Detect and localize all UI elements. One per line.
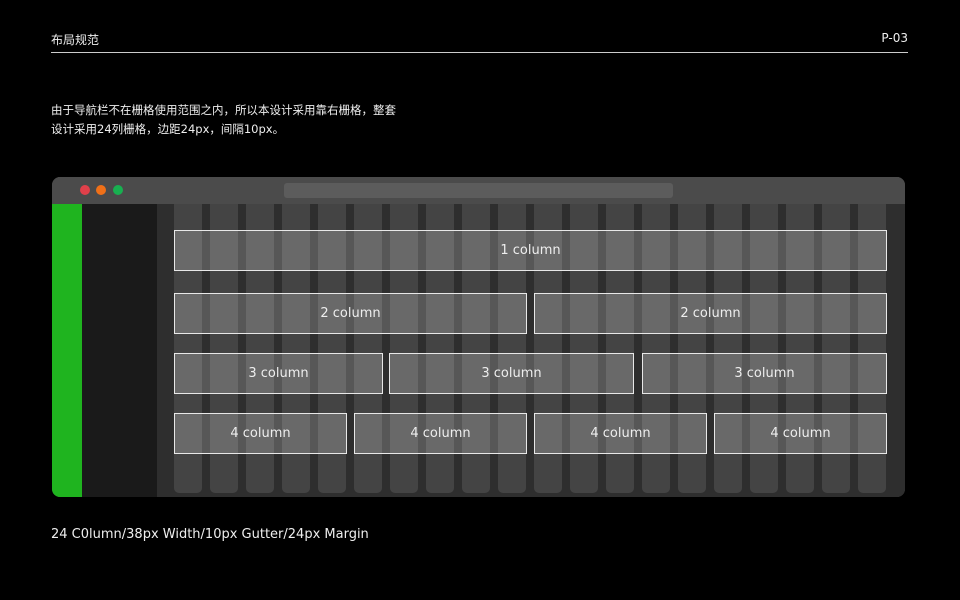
column-box-4: 4 column <box>714 413 887 454</box>
address-bar <box>284 183 673 198</box>
sidebar <box>82 204 157 497</box>
column-box-3: 3 column <box>174 353 383 394</box>
page-number: P-03 <box>881 31 908 45</box>
grid-column <box>498 204 526 493</box>
column-box-2: 2 column <box>534 293 887 334</box>
grid-column <box>786 204 814 493</box>
grid-column <box>174 204 202 493</box>
grid-column <box>858 204 886 493</box>
maximize-dot-icon <box>113 185 123 195</box>
column-box-4: 4 column <box>354 413 527 454</box>
grid-column <box>426 204 454 493</box>
column-box-4: 4 column <box>534 413 707 454</box>
column-box-2: 2 column <box>174 293 527 334</box>
close-dot-icon <box>80 185 90 195</box>
grid-column <box>318 204 346 493</box>
description-line: 设计采用24列栅格，边距24px，间隔10px。 <box>51 122 285 136</box>
minimize-dot-icon <box>96 185 106 195</box>
grid-column <box>246 204 274 493</box>
grid-column <box>642 204 670 493</box>
grid-content-area: 1 column 2 column 2 column 3 column 3 co… <box>157 204 905 497</box>
grid-column <box>606 204 634 493</box>
browser-window-mockup: 1 column 2 column 2 column 3 column 3 co… <box>52 177 905 497</box>
page-title: 布局规范 <box>51 33 100 47</box>
description-line: 由于导航栏不在栅格使用范围之内，所以本设计采用靠右栅格，整套 <box>51 103 396 117</box>
grid-column <box>750 204 778 493</box>
grid-spec: 24 C0lumn/38px Width/10px Gutter/24px Ma… <box>51 527 369 542</box>
column-box-3: 3 column <box>642 353 887 394</box>
grid-column <box>570 204 598 493</box>
column-box-1: 1 column <box>174 230 887 271</box>
column-box-4: 4 column <box>174 413 347 454</box>
grid-column <box>534 204 562 493</box>
grid-column <box>714 204 742 493</box>
window-title-bar <box>52 177 905 204</box>
grid-column <box>390 204 418 493</box>
description: 由于导航栏不在栅格使用范围之内，所以本设计采用靠右栅格，整套 设计采用24列栅格… <box>51 101 431 139</box>
grid-column <box>678 204 706 493</box>
column-box-3: 3 column <box>389 353 634 394</box>
grid-column <box>822 204 850 493</box>
header-divider <box>51 52 908 53</box>
grid-column <box>354 204 382 493</box>
nav-bar <box>52 204 82 497</box>
grid-column <box>210 204 238 493</box>
grid-column <box>462 204 490 493</box>
grid-column <box>282 204 310 493</box>
